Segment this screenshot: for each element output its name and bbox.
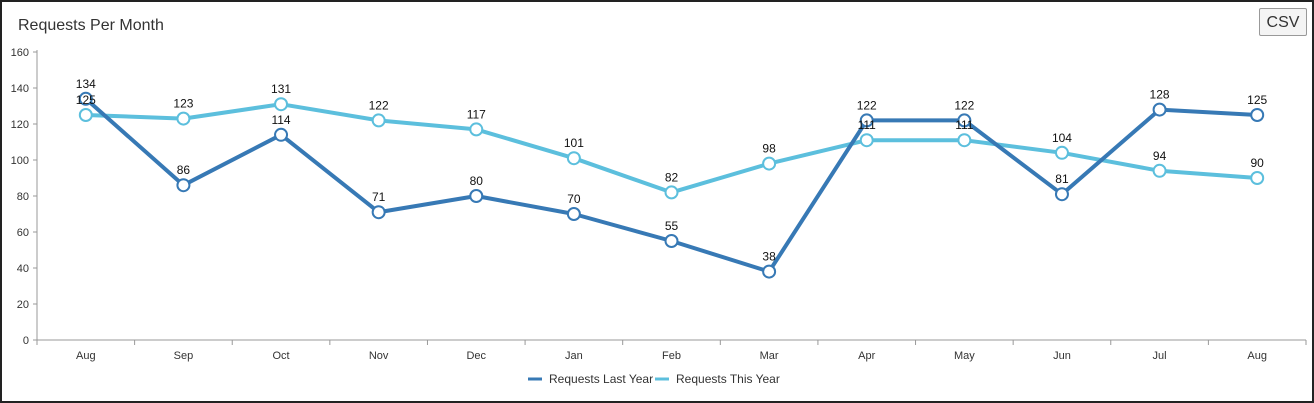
x-tick-label: Nov: [369, 350, 389, 362]
x-tick-label: Mar: [760, 350, 779, 362]
csv-export-button[interactable]: CSV: [1259, 8, 1307, 36]
data-label: 98: [762, 142, 776, 156]
legend-label: Requests Last Year: [549, 372, 653, 386]
x-tick-label: Feb: [662, 350, 681, 362]
data-point: [371, 205, 386, 220]
data-point: [78, 108, 93, 122]
data-label: 70: [567, 192, 581, 206]
data-point: [176, 111, 191, 126]
data-point: [274, 127, 289, 142]
data-label: 122: [857, 98, 877, 112]
data-label: 134: [76, 77, 96, 91]
data-label: 38: [762, 250, 776, 264]
x-tick-label: Dec: [466, 350, 486, 362]
x-tick-label: Apr: [858, 350, 875, 362]
data-label: 86: [177, 163, 191, 177]
data-point: [176, 178, 191, 193]
y-tick-label: 80: [17, 191, 29, 203]
data-point: [469, 189, 484, 203]
data-point: [957, 113, 972, 128]
data-label: 122: [369, 98, 389, 112]
data-label: 125: [1247, 93, 1267, 107]
data-point: [762, 264, 777, 279]
data-point: [957, 133, 972, 148]
data-point: [566, 151, 581, 166]
data-label: 131: [271, 82, 291, 96]
data-label: 71: [372, 190, 386, 204]
data-label: 82: [665, 170, 679, 184]
data-point: [1054, 145, 1069, 160]
chart-title: Requests Per Month: [18, 17, 164, 34]
data-point: [566, 207, 581, 221]
data-point: [274, 97, 289, 112]
y-tick-label: 40: [17, 263, 29, 275]
data-label: 90: [1251, 156, 1265, 170]
x-tick-label: Jul: [1153, 350, 1167, 362]
x-tick-label: Jan: [565, 350, 583, 362]
x-tick-label: Oct: [272, 350, 289, 362]
data-label: 111: [858, 118, 877, 132]
data-label: 123: [173, 97, 193, 111]
legend-label: Requests This Year: [676, 372, 780, 386]
y-tick-label: 160: [11, 47, 29, 59]
y-tick-label: 20: [17, 299, 29, 311]
x-tick-label: Jun: [1053, 350, 1071, 362]
data-point: [1250, 171, 1265, 185]
x-tick-label: Aug: [76, 350, 96, 362]
data-point: [664, 185, 679, 200]
data-point: [1250, 108, 1265, 122]
legend: Requests Last Year Requests This Year: [528, 372, 780, 386]
data-label: 128: [1150, 88, 1170, 102]
data-label: 55: [665, 219, 679, 233]
data-point: [78, 91, 93, 106]
data-point: [859, 113, 874, 128]
series-lines: [78, 91, 1265, 279]
data-label: 117: [467, 107, 486, 121]
data-point: [469, 122, 484, 137]
data-label: 80: [470, 174, 484, 188]
x-tick-label: Sep: [174, 350, 194, 362]
data-point: [664, 234, 679, 248]
y-tick-label: 120: [11, 119, 29, 131]
data-point: [1152, 102, 1167, 117]
x-tick-label: May: [954, 350, 975, 362]
data-label: 122: [954, 98, 974, 112]
y-tick-label: 60: [17, 227, 29, 239]
x-tick-label: Aug: [1247, 350, 1267, 362]
data-label: 114: [271, 113, 290, 127]
data-point: [1152, 163, 1167, 178]
data-point: [859, 133, 874, 148]
data-label: 101: [564, 136, 584, 150]
data-label: 81: [1055, 172, 1069, 186]
data-label: 111: [955, 118, 974, 132]
y-tick-label: 140: [11, 83, 29, 95]
y-tick-label: 0: [23, 335, 29, 347]
data-point: [1054, 187, 1069, 202]
y-tick-label: 100: [11, 155, 29, 167]
data-label: 125: [76, 93, 96, 107]
data-point: [762, 156, 777, 171]
data-point: [371, 113, 386, 128]
data-label: 104: [1052, 131, 1072, 145]
data-label: 94: [1153, 149, 1167, 163]
